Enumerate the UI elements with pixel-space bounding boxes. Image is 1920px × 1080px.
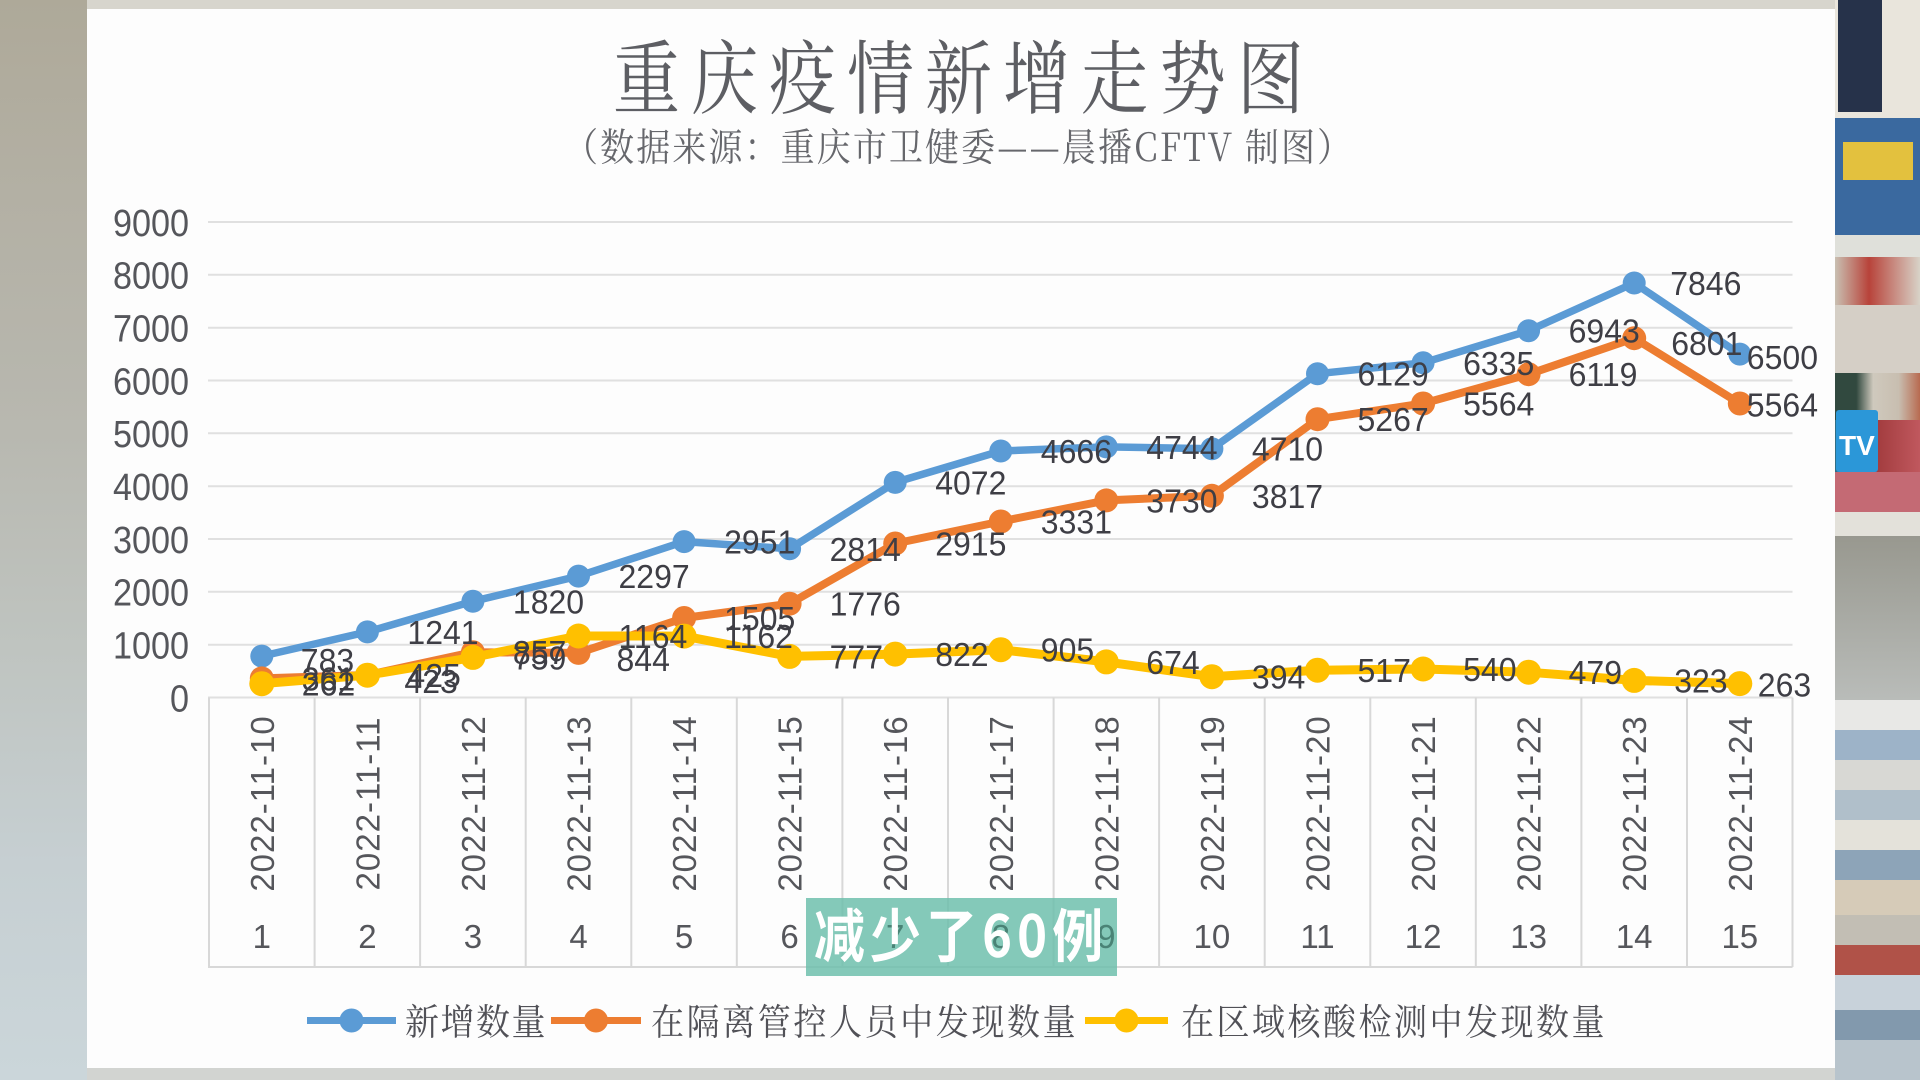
svg-text:6119: 6119 (1569, 357, 1638, 394)
svg-text:425: 425 (407, 658, 460, 695)
svg-text:783: 783 (301, 643, 354, 680)
svg-text:361: 361 (302, 661, 355, 698)
svg-text:1776: 1776 (830, 586, 901, 623)
svg-text:2814: 2814 (830, 531, 901, 568)
svg-text:2022-11-24: 2022-11-24 (1722, 715, 1759, 891)
svg-text:4000: 4000 (113, 465, 189, 508)
svg-text:479: 479 (1569, 655, 1622, 692)
svg-text:777: 777 (830, 639, 883, 676)
svg-text:1162: 1162 (724, 619, 793, 656)
svg-text:2000: 2000 (113, 571, 189, 614)
svg-text:7846: 7846 (1670, 266, 1741, 303)
svg-text:2022-11-10: 2022-11-10 (244, 715, 281, 891)
svg-text:14: 14 (1616, 918, 1653, 955)
svg-text:759: 759 (513, 640, 566, 677)
svg-text:12: 12 (1405, 918, 1442, 955)
svg-text:7000: 7000 (113, 307, 189, 350)
svg-text:2022-11-20: 2022-11-20 (1300, 715, 1337, 891)
svg-text:6129: 6129 (1358, 356, 1429, 393)
svg-text:540: 540 (1463, 652, 1516, 689)
svg-text:2022-11-23: 2022-11-23 (1616, 715, 1653, 891)
svg-text:905: 905 (1041, 632, 1094, 669)
svg-text:1820: 1820 (513, 584, 584, 621)
svg-text:2022-11-12: 2022-11-12 (455, 715, 492, 891)
svg-text:2022-11-19: 2022-11-19 (1194, 715, 1231, 891)
svg-text:3331: 3331 (1041, 504, 1112, 541)
svg-text:2022-11-21: 2022-11-21 (1405, 715, 1442, 891)
svg-text:2022-11-16: 2022-11-16 (877, 715, 914, 891)
svg-text:1164: 1164 (619, 619, 688, 656)
svg-text:5: 5 (675, 918, 693, 955)
svg-text:5000: 5000 (113, 412, 189, 455)
svg-text:4744: 4744 (1146, 429, 1217, 466)
svg-text:5267: 5267 (1358, 402, 1429, 439)
svg-text:2022-11-18: 2022-11-18 (1088, 715, 1125, 891)
svg-text:6943: 6943 (1569, 313, 1640, 350)
svg-text:517: 517 (1358, 653, 1411, 690)
svg-text:3: 3 (464, 918, 482, 955)
svg-text:1505: 1505 (724, 601, 795, 638)
svg-text:263: 263 (1758, 667, 1811, 704)
svg-text:6000: 6000 (113, 360, 189, 403)
svg-text:4: 4 (569, 918, 587, 955)
svg-text:822: 822 (935, 637, 988, 674)
svg-text:674: 674 (1146, 644, 1199, 681)
svg-text:11: 11 (1300, 918, 1334, 955)
svg-text:15: 15 (1721, 918, 1758, 955)
svg-text:2915: 2915 (935, 526, 1006, 563)
svg-text:3817: 3817 (1252, 478, 1323, 515)
svg-text:2951: 2951 (724, 524, 795, 561)
svg-text:4710: 4710 (1252, 431, 1323, 468)
svg-text:2022-11-15: 2022-11-15 (772, 715, 809, 891)
svg-text:6335: 6335 (1463, 345, 1534, 382)
svg-text:8000: 8000 (113, 254, 189, 297)
svg-text:9: 9 (1097, 918, 1115, 955)
svg-text:0: 0 (170, 677, 189, 720)
svg-text:6500: 6500 (1747, 340, 1818, 377)
svg-text:4072: 4072 (935, 465, 1006, 502)
svg-text:10: 10 (1194, 918, 1231, 955)
svg-text:844: 844 (617, 641, 670, 678)
svg-text:3730: 3730 (1146, 483, 1217, 520)
svg-text:2022-11-17: 2022-11-17 (983, 715, 1020, 891)
svg-text:2022-11-13: 2022-11-13 (561, 715, 598, 891)
svg-text:1000: 1000 (113, 624, 189, 667)
svg-text:2022-11-11: 2022-11-11 (349, 717, 386, 891)
svg-text:394: 394 (1252, 659, 1305, 696)
svg-text:3000: 3000 (113, 518, 189, 561)
svg-text:9000: 9000 (113, 201, 189, 244)
svg-text:6801: 6801 (1671, 326, 1742, 363)
svg-text:2297: 2297 (619, 559, 690, 596)
svg-text:5564: 5564 (1747, 387, 1818, 424)
svg-text:1241: 1241 (407, 614, 478, 651)
svg-text:2: 2 (358, 918, 376, 955)
svg-text:1: 1 (253, 918, 271, 955)
svg-text:262: 262 (302, 666, 355, 703)
svg-text:857: 857 (513, 635, 566, 672)
svg-text:13: 13 (1510, 918, 1547, 955)
svg-text:6: 6 (780, 918, 798, 955)
svg-text:323: 323 (1674, 663, 1727, 700)
svg-text:2022-11-14: 2022-11-14 (666, 715, 703, 891)
svg-text:423: 423 (404, 664, 457, 701)
svg-text:5564: 5564 (1463, 386, 1534, 423)
svg-text:4666: 4666 (1041, 434, 1112, 471)
svg-text:2022-11-22: 2022-11-22 (1511, 715, 1548, 891)
